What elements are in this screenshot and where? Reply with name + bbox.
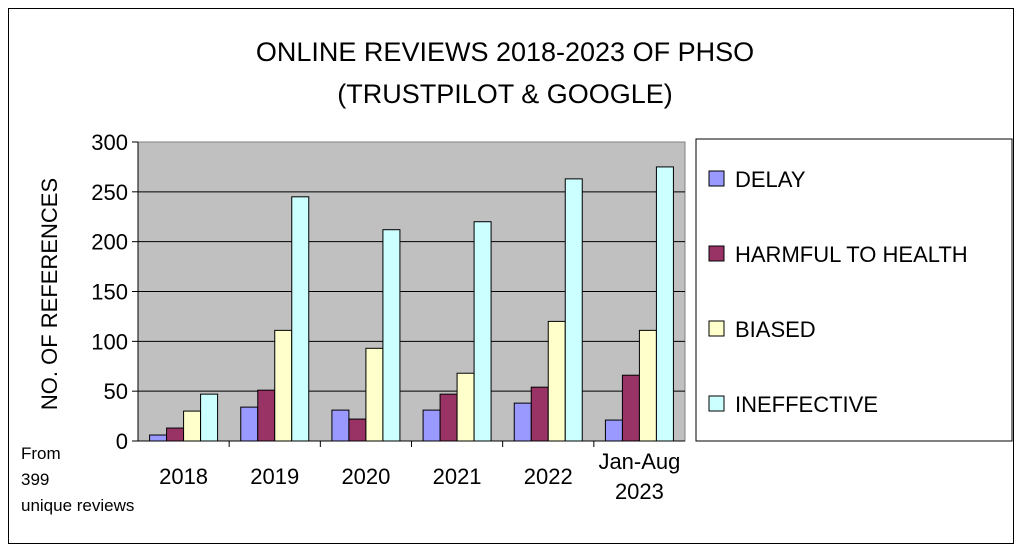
- y-tick-label: 150: [91, 280, 128, 305]
- y-tick-label: 0: [116, 429, 128, 454]
- legend-swatch: [708, 170, 725, 187]
- y-axis-label: NO. OF REFERENCES: [37, 178, 62, 410]
- y-tick-label: 100: [91, 329, 128, 354]
- bar-delay-3: [422, 409, 441, 442]
- bar-delay-5: [604, 419, 623, 442]
- bar-delay-4: [513, 402, 532, 442]
- bar-harmful-to-health-4: [530, 386, 549, 442]
- gridlines: [138, 191, 685, 392]
- bar-ineffective-0: [200, 393, 219, 442]
- bar-ineffective-4: [564, 178, 583, 442]
- x-tick-label: 2023: [615, 479, 664, 504]
- x-tick-label: 2020: [341, 464, 390, 489]
- bar-biased-1: [274, 329, 293, 442]
- bar-biased-2: [365, 347, 384, 442]
- chart-svg: ONLINE REVIEWS 2018-2023 OF PHSO (TRUSTP…: [21, 37, 1013, 515]
- legend-swatch: [708, 320, 725, 337]
- bar-harmful-to-health-2: [348, 418, 367, 442]
- y-tick-label: 200: [91, 230, 128, 255]
- bar-biased-5: [638, 329, 657, 442]
- bar-ineffective-2: [382, 229, 401, 442]
- plot-area: [137, 141, 686, 442]
- bar-delay-0: [149, 434, 168, 442]
- y-tick-label: 250: [91, 180, 128, 205]
- bar-biased-0: [183, 410, 202, 442]
- bar-delay-2: [331, 409, 350, 442]
- x-tick-label: 2021: [433, 464, 482, 489]
- bar-ineffective-3: [473, 221, 492, 442]
- bar-delay-1: [240, 406, 259, 442]
- legend-swatch: [708, 395, 725, 412]
- bar-harmful-to-health-0: [166, 427, 185, 442]
- bar-ineffective-5: [655, 166, 674, 442]
- bar-biased-3: [456, 372, 475, 442]
- chart-title-line2: (TRUSTPILOT & GOOGLE): [337, 79, 673, 109]
- y-tick-label: 50: [104, 379, 128, 404]
- legend: DELAY HARMFUL TO HEALTH BIASED INEFFECTIVE: [695, 138, 1013, 442]
- x-tick-label: 2019: [250, 464, 299, 489]
- chart-frame: ONLINE REVIEWS 2018-2023 OF PHSO (TRUSTP…: [8, 8, 1014, 544]
- x-tick-label: Jan-Aug: [598, 449, 680, 474]
- reviews-note: From 399 unique reviews: [21, 444, 134, 515]
- legend-label: HARMFUL TO HEALTH: [735, 242, 968, 267]
- legend-label: DELAY: [735, 167, 806, 192]
- bar-ineffective-1: [291, 196, 310, 442]
- x-tick-label: 2018: [159, 464, 208, 489]
- legend-box: [695, 138, 1013, 442]
- y-tick-label: 300: [91, 130, 128, 155]
- bar-harmful-to-health-3: [439, 393, 458, 442]
- bar-harmful-to-health-1: [257, 389, 276, 442]
- note-line-2: 399: [21, 470, 49, 489]
- legend-swatch: [708, 245, 725, 262]
- x-tick-label: 2022: [524, 464, 573, 489]
- note-line-1: From: [21, 444, 61, 463]
- legend-label: INEFFECTIVE: [735, 392, 878, 417]
- bar-biased-4: [547, 320, 566, 442]
- bar-harmful-to-health-5: [621, 374, 640, 442]
- chart-title-line1: ONLINE REVIEWS 2018-2023 OF PHSO: [256, 37, 754, 67]
- legend-label: BIASED: [735, 317, 816, 342]
- x-axis-ticks: 2018 2019 2020 2021 2022 Jan-Aug 2023: [159, 441, 680, 504]
- note-line-3: unique reviews: [21, 496, 134, 515]
